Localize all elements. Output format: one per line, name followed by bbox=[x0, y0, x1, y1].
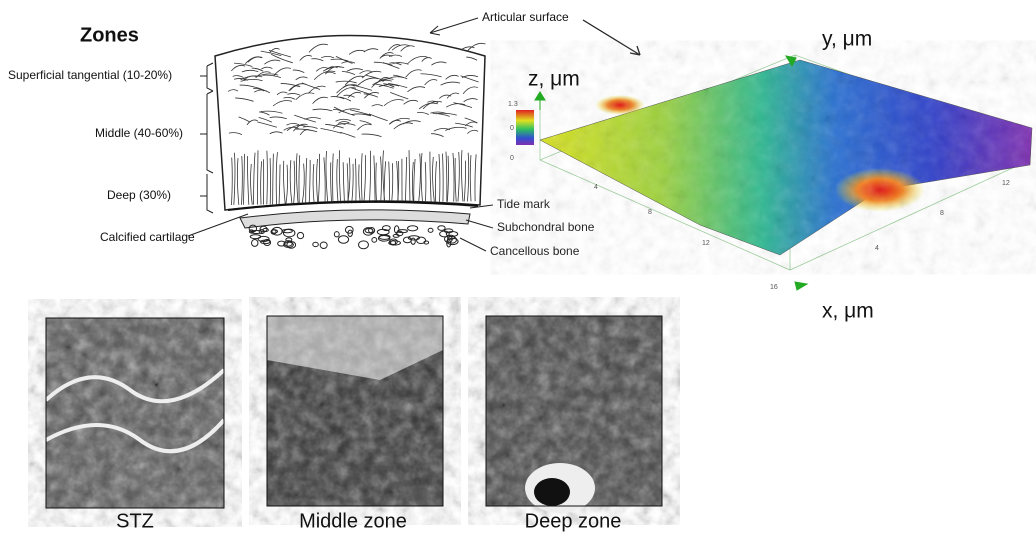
x-tick: 8 bbox=[648, 209, 652, 216]
y-tick: 12 bbox=[1002, 180, 1010, 187]
colorbar-tick: 0 bbox=[510, 125, 514, 132]
bone-cell bbox=[252, 240, 258, 247]
bone-cell bbox=[438, 226, 445, 231]
colorbar-tick: 1.3 bbox=[508, 101, 518, 108]
arrow bbox=[430, 18, 478, 35]
bone-cell bbox=[313, 242, 319, 246]
bone-cell bbox=[359, 241, 369, 249]
x-tick: 16 bbox=[770, 284, 778, 291]
bone-cell bbox=[334, 232, 339, 237]
micrograph-caption: Middle zone bbox=[299, 510, 407, 532]
cancellous-bone bbox=[249, 225, 458, 249]
y-tick: 8 bbox=[940, 210, 944, 217]
y-tick: 4 bbox=[875, 245, 879, 252]
zone-label: Deep (30%) bbox=[107, 188, 171, 202]
zones-title: Zones bbox=[80, 24, 139, 46]
bone-cell bbox=[408, 226, 418, 231]
colorbar-tick: 0 bbox=[510, 155, 514, 162]
bone-label: Tide mark bbox=[497, 197, 551, 211]
leader-lines bbox=[460, 205, 493, 251]
micrograph-caption: STZ bbox=[116, 510, 154, 532]
micrograph bbox=[267, 316, 443, 506]
arrow bbox=[583, 20, 640, 55]
leader-line bbox=[188, 214, 248, 236]
micrograph-caption: Deep zone bbox=[525, 510, 622, 532]
bone-label: Subchondral bone bbox=[497, 220, 595, 234]
x-tick: 12 bbox=[702, 240, 710, 247]
articular-surface-label: Articular surface bbox=[482, 10, 569, 24]
zone-label: Middle (40-60%) bbox=[95, 126, 183, 140]
x-tick: 4 bbox=[594, 184, 598, 191]
bone-cell bbox=[372, 238, 377, 243]
zone-brackets bbox=[200, 63, 213, 213]
micrograph-texture bbox=[46, 318, 224, 508]
x-axis-label: x, μm bbox=[822, 300, 874, 323]
zone-label: Calcified cartilage bbox=[100, 230, 195, 244]
y-axis-label: y, μm bbox=[822, 28, 872, 51]
colorbar bbox=[516, 110, 534, 145]
subchondral-bone bbox=[240, 210, 470, 228]
bone-cell bbox=[338, 236, 348, 244]
bone-cell bbox=[320, 242, 327, 248]
zone-label: Superficial tangential (10-20%) bbox=[8, 68, 172, 82]
figure: Zones Articular surface Superficial tang… bbox=[0, 0, 1036, 533]
micrograph bbox=[486, 316, 662, 513]
bone-cell bbox=[297, 232, 303, 238]
bone-label: Cancellous bone bbox=[490, 244, 580, 258]
page: { "zones_diagram": { "title": "Zones", "… bbox=[0, 0, 1036, 533]
micrograph bbox=[46, 318, 224, 508]
z-axis-label: z, μm bbox=[528, 68, 580, 91]
bone-cell bbox=[428, 228, 433, 232]
surface-texture bbox=[540, 60, 1032, 255]
micrograph-hole bbox=[534, 478, 570, 506]
